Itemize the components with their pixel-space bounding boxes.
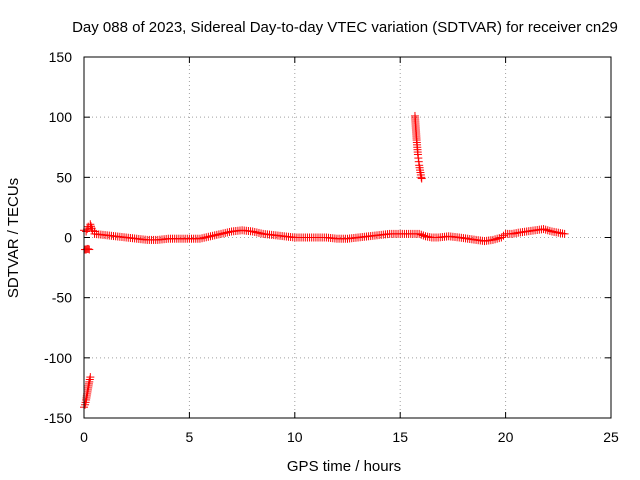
y-axis-label: SDTVAR / TECUs (5, 178, 22, 298)
data-point (539, 225, 548, 234)
data-point (419, 231, 428, 240)
x-tick-label: 20 (498, 429, 514, 445)
data-point (488, 235, 497, 244)
data-series (80, 111, 569, 412)
chart-title: Day 088 of 2023, Sidereal Day-to-day VTE… (72, 19, 618, 36)
data-point (415, 229, 424, 238)
data-point (88, 226, 97, 235)
data-point (545, 226, 554, 235)
y-tick-label: 100 (49, 109, 73, 125)
data-point (497, 233, 506, 242)
data-point (493, 234, 502, 243)
data-point (560, 229, 569, 238)
x-tick-label: 25 (603, 429, 619, 445)
data-point (84, 244, 93, 253)
axis-ticks: 0 5 10 15 20 25 -150 -100 -50 0 50 100 150 (44, 49, 619, 445)
data-point (417, 230, 426, 239)
y-tick-label: -50 (52, 290, 72, 306)
data-point (87, 222, 96, 231)
y-tick-label: 0 (64, 230, 72, 246)
x-tick-label: 5 (186, 429, 194, 445)
data-point (417, 174, 426, 183)
data-point (491, 235, 500, 244)
data-point (86, 373, 95, 382)
y-tick-label: 50 (56, 169, 72, 185)
data-point (541, 225, 550, 234)
data-point (86, 220, 95, 229)
data-point (495, 234, 504, 243)
x-axis-label: GPS time / hours (287, 458, 401, 475)
x-tick-label: 10 (287, 429, 303, 445)
data-point (543, 226, 552, 235)
y-tick-label: -150 (44, 410, 72, 426)
x-tick-label: 15 (392, 429, 408, 445)
data-point (85, 245, 94, 254)
y-tick-label: -100 (44, 350, 72, 366)
y-tick-label: 150 (49, 49, 73, 65)
x-tick-label: 0 (80, 429, 88, 445)
data-point (499, 231, 508, 240)
